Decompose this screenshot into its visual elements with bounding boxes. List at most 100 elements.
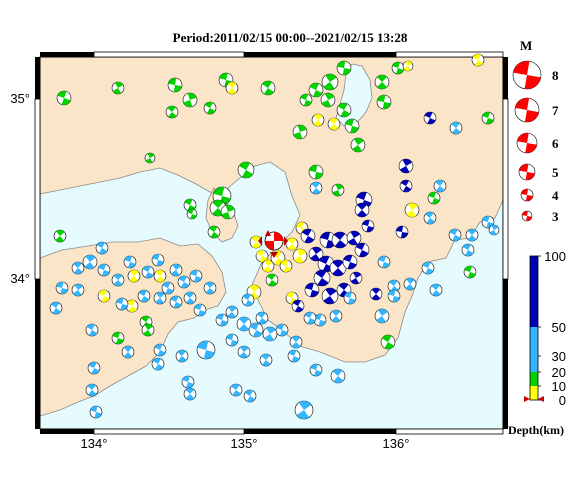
period-title: Period:2011/02/15 00:00--2021/02/15 13:2… xyxy=(172,30,408,45)
focal-mechanism xyxy=(71,261,85,275)
focal-mechanism xyxy=(331,231,349,249)
lon-tick-label: 134° xyxy=(81,436,108,451)
focal-mechanism xyxy=(225,305,239,319)
lon-tick-label: 135° xyxy=(231,436,258,451)
focal-mechanism xyxy=(448,228,462,242)
depth-tick-label: 20 xyxy=(552,365,566,380)
focal-mechanism xyxy=(262,326,278,342)
focal-mechanism xyxy=(141,323,155,337)
focal-mechanism xyxy=(481,111,495,125)
focal-mechanism xyxy=(304,282,320,298)
focal-mechanism xyxy=(183,387,197,401)
focal-mechanism xyxy=(153,269,167,283)
magnitude-legend-label: 3 xyxy=(552,209,559,224)
focal-mechanism xyxy=(265,273,279,287)
focal-mechanism xyxy=(255,249,269,263)
focal-mechanism xyxy=(181,375,195,389)
focal-mechanism xyxy=(403,277,417,291)
focal-mechanism xyxy=(196,340,216,360)
focal-mechanism xyxy=(151,357,165,371)
focal-mechanism xyxy=(248,322,264,338)
focal-mechanism xyxy=(423,111,437,125)
highlighted-event xyxy=(258,230,288,258)
focal-mechanism xyxy=(111,331,125,345)
depth-tick-label: 100 xyxy=(544,249,566,264)
focal-mechanism xyxy=(229,383,243,397)
focal-mechanism xyxy=(427,191,441,205)
focal-mechanism xyxy=(404,202,420,218)
focal-mechanism xyxy=(137,289,151,303)
focal-mechanism xyxy=(376,94,392,110)
focal-mechanism xyxy=(127,269,141,283)
focal-mechanism xyxy=(433,179,447,193)
magnitude-legend-label: 8 xyxy=(552,68,559,83)
focal-mechanism xyxy=(241,293,255,307)
focal-mechanism xyxy=(53,229,67,243)
focal-mechanism xyxy=(193,303,207,317)
focal-mechanism xyxy=(291,299,305,313)
focal-mechanism xyxy=(321,73,339,91)
magnitude-legend-symbol xyxy=(520,188,534,202)
focal-mechanism xyxy=(449,121,463,135)
focal-mechanism xyxy=(423,211,437,225)
focal-mechanism xyxy=(183,198,197,212)
focal-mechanism xyxy=(183,291,197,305)
focal-mechanism xyxy=(308,246,324,262)
focal-mechanism xyxy=(237,161,255,179)
focal-mechanism xyxy=(387,289,401,303)
focal-mechanisms xyxy=(49,53,500,420)
depth-scale-title: Depth(km) xyxy=(508,423,564,437)
focal-mechanism xyxy=(56,90,72,106)
lat-tick-label: 35° xyxy=(10,91,30,106)
depth-band xyxy=(530,372,538,386)
focal-mechanism xyxy=(361,219,375,233)
focal-mechanism xyxy=(336,60,352,76)
focal-mechanism xyxy=(82,254,98,270)
focal-mechanism xyxy=(169,263,183,277)
focal-mechanism xyxy=(167,77,183,93)
magnitude-legend-symbol xyxy=(516,132,538,154)
focal-mechanism xyxy=(391,61,405,75)
focal-mechanism xyxy=(169,295,183,309)
focal-mechanism xyxy=(395,225,409,239)
depth-band xyxy=(530,386,538,400)
depth-band xyxy=(530,256,538,327)
focal-mechanism xyxy=(331,183,345,197)
focal-mechanism xyxy=(285,237,299,251)
focal-mechanism xyxy=(344,118,360,134)
magnitude-legend-label: 5 xyxy=(552,165,559,180)
focal-mechanism xyxy=(292,248,308,264)
lon-tick-label: 136° xyxy=(383,436,410,451)
depth-tick-label: 0 xyxy=(559,393,566,408)
focal-mechanism xyxy=(182,92,198,108)
focal-mechanism xyxy=(220,204,236,220)
focal-mechanism xyxy=(313,313,327,327)
focal-mechanism xyxy=(85,323,99,337)
magnitude-legend-label: 7 xyxy=(552,103,559,118)
focal-mechanism xyxy=(123,255,137,269)
magnitude-legend-symbol xyxy=(521,210,533,222)
focal-mechanism xyxy=(349,271,363,285)
focal-mechanism xyxy=(95,241,109,255)
focal-mechanism xyxy=(203,101,217,115)
magnitude-legend-symbol xyxy=(512,60,542,90)
focal-mechanism xyxy=(329,309,343,323)
focal-mechanism xyxy=(471,53,485,67)
focal-mechanism xyxy=(369,287,383,301)
focal-mechanism xyxy=(225,81,239,95)
focal-mechanism xyxy=(151,253,165,267)
magnitude-legend-symbol xyxy=(514,97,540,123)
focal-mechanism xyxy=(461,243,475,257)
lat-tick-label: 34° xyxy=(10,271,30,286)
focal-mechanism xyxy=(354,242,370,258)
focal-mechanism xyxy=(71,283,85,297)
focal-mechanism xyxy=(111,81,125,95)
focal-mechanism xyxy=(215,313,229,327)
focal-mechanism xyxy=(115,297,129,311)
focal-mechanism xyxy=(311,113,325,127)
focal-mechanism xyxy=(309,181,323,195)
focal-mechanism xyxy=(275,323,289,337)
focal-mechanism xyxy=(374,308,390,324)
focal-mechanism xyxy=(488,224,500,236)
